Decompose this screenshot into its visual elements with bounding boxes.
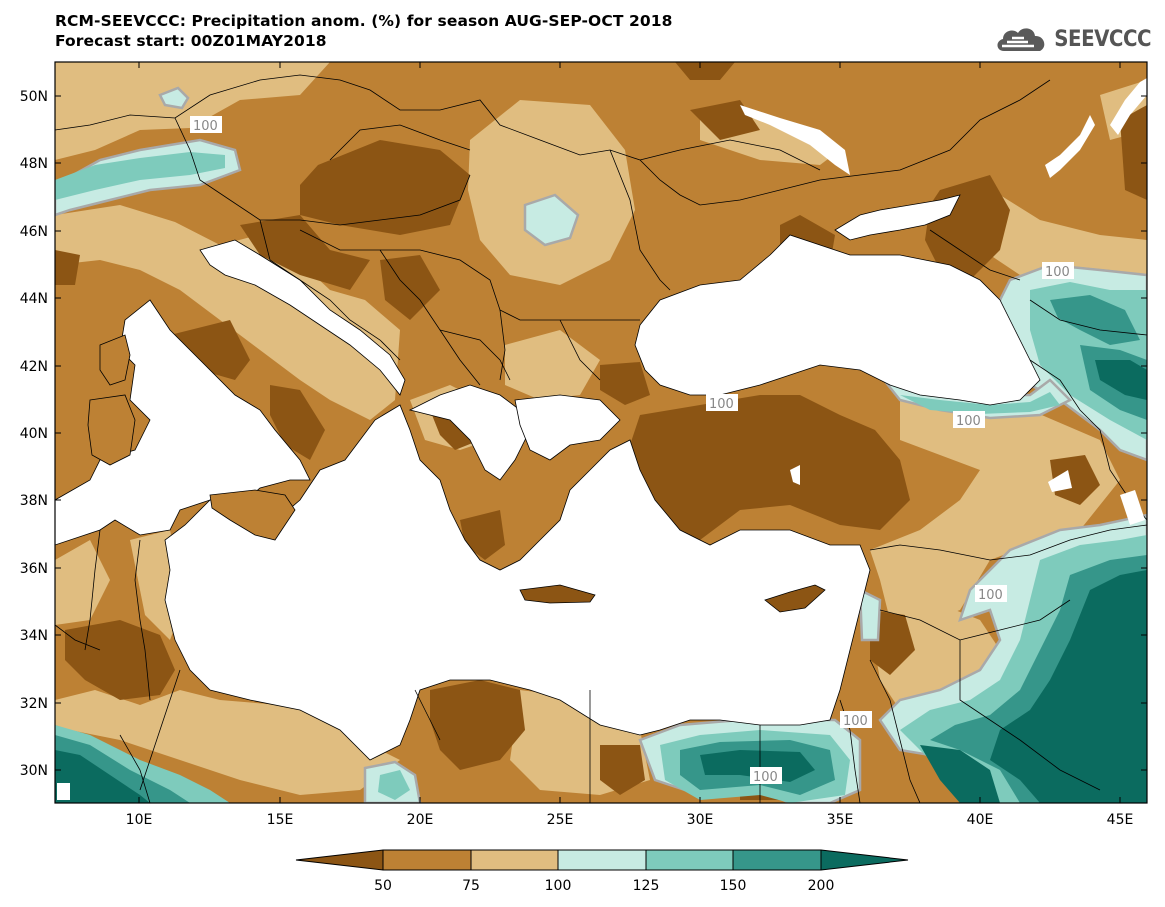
colorbar-segment-above-200 — [821, 850, 908, 870]
sea-of-azov — [834, 194, 961, 241]
lat-label: 44N — [20, 291, 48, 307]
colorbar-tick-label: 75 — [462, 878, 480, 894]
colorbar-tick-label: 150 — [720, 878, 747, 894]
latitude-axis: 50N 48N 46N 44N 42N 40N 38N 36N 34N 32N … — [20, 89, 1147, 779]
colorbar-tick-label: 100 — [545, 878, 572, 894]
islands — [87, 334, 826, 613]
lon-label: 40E — [967, 812, 994, 828]
contour-label: 100 — [753, 770, 778, 785]
contour-label-box — [706, 394, 738, 411]
colorbar-segment-150-200 — [733, 850, 821, 870]
contour-label: 100 — [709, 397, 734, 412]
contour-label: 100 — [978, 588, 1003, 603]
colorbar-segment-50-75 — [383, 850, 471, 870]
seevccc-logo: SEEVCCC — [994, 22, 1151, 56]
contour-label-box — [750, 767, 782, 784]
anomaly-field-below-50 — [55, 62, 1147, 800]
lon-label: 30E — [687, 812, 714, 828]
lon-label: 15E — [267, 812, 294, 828]
lat-label: 38N — [20, 493, 48, 509]
title-line-1: RCM-SEEVCCC: Precipitation anom. (%) for… — [55, 12, 673, 30]
missing-data-patches — [57, 78, 1147, 800]
title-line-2: Forecast start: 00Z01MAY2018 — [55, 32, 327, 50]
colorbar-segment-100-125 — [558, 850, 646, 870]
contour-label-box — [190, 116, 222, 133]
contour-label: 100 — [843, 714, 868, 729]
lat-label: 36N — [20, 561, 48, 577]
logo-text: SEEVCCC — [1054, 26, 1151, 52]
colorbar-tick-label: 125 — [633, 878, 660, 894]
colorbar: 50 75 100 125 150 200 — [295, 849, 909, 894]
lat-label: 34N — [20, 628, 48, 644]
lon-label: 25E — [547, 812, 574, 828]
lon-label: 45E — [1107, 812, 1134, 828]
colorbar-tick-label: 50 — [374, 878, 392, 894]
country-borders — [55, 74, 1147, 803]
sea-areas — [55, 239, 871, 761]
longitude-axis: 10E 15E 20E 25E 30E 35E 40E 45E — [126, 62, 1134, 828]
lat-label: 30N — [20, 763, 48, 779]
colorbar-tick-label: 200 — [808, 878, 835, 894]
contour-label-box — [1042, 262, 1074, 279]
lat-label: 40N — [20, 426, 48, 442]
lon-label: 35E — [827, 812, 854, 828]
contour-label-box — [975, 585, 1007, 602]
lon-label: 20E — [407, 812, 434, 828]
contour-labels: 100 100 100 100 100 100 100 — [190, 116, 1074, 785]
colorbar-segment-below-50 — [296, 850, 383, 870]
contour-label: 100 — [956, 414, 981, 429]
colorbar-segment-75-100 — [471, 850, 558, 870]
lat-label: 32N — [20, 696, 48, 712]
lat-label: 42N — [20, 359, 48, 375]
cloud-logo-icon — [997, 28, 1045, 51]
lat-label: 46N — [20, 224, 48, 240]
lon-label: 10E — [126, 812, 153, 828]
contour-label: 100 — [193, 119, 218, 134]
anomaly-field-above-200 — [55, 360, 1147, 803]
contour-label: 100 — [1045, 265, 1070, 280]
colorbar-segment-125-150 — [646, 850, 733, 870]
contour-label-box — [840, 711, 872, 728]
map-field — [55, 62, 1147, 803]
contour-label-box — [953, 411, 985, 428]
lat-label: 50N — [20, 89, 48, 105]
lat-label: 48N — [20, 156, 48, 172]
